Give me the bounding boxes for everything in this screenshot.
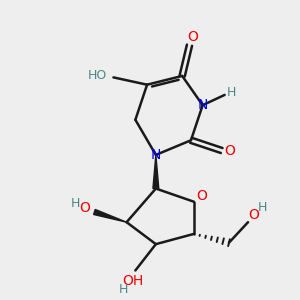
Text: OH: OH <box>122 274 143 288</box>
Text: O: O <box>224 143 235 158</box>
Text: N: N <box>151 148 161 162</box>
Text: H: H <box>118 283 128 296</box>
Polygon shape <box>94 209 127 222</box>
Text: HO: HO <box>88 69 107 82</box>
Text: O: O <box>80 201 91 214</box>
Text: H: H <box>71 197 80 210</box>
Text: O: O <box>196 189 208 203</box>
Text: H: H <box>226 85 236 98</box>
Text: O: O <box>248 208 259 222</box>
Text: N: N <box>197 98 208 112</box>
Text: O: O <box>187 30 198 44</box>
Text: H: H <box>257 201 267 214</box>
Polygon shape <box>153 155 159 189</box>
